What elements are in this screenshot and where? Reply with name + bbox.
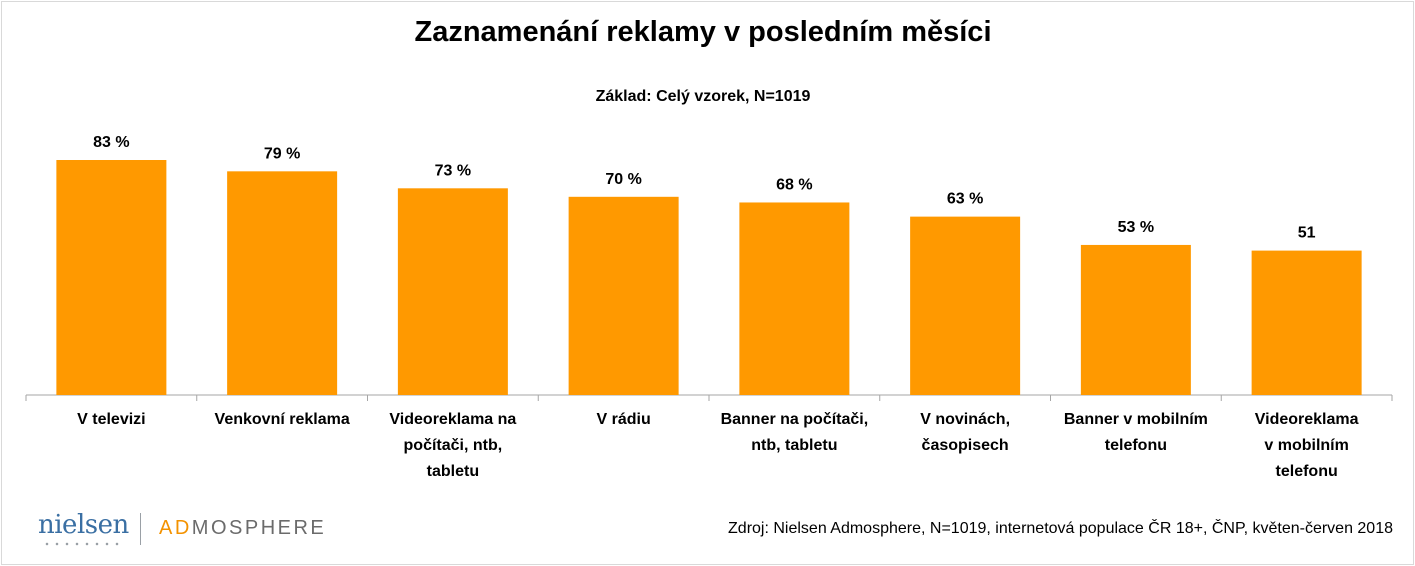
category-label-line: telefonu bbox=[1275, 463, 1338, 480]
category-label-line: počítači, ntb, bbox=[403, 437, 503, 454]
bar bbox=[568, 196, 679, 395]
data-label: 70 % bbox=[605, 171, 641, 188]
source-note: Zdroj: Nielsen Admosphere, N=1019, inter… bbox=[728, 520, 1393, 537]
admosphere-logo: ADMOSPHERE bbox=[159, 517, 326, 540]
bar bbox=[1080, 244, 1191, 395]
category-label: Videoreklama v mobilním telefonu bbox=[1221, 407, 1392, 485]
category-label-line: Banner na počítači, bbox=[720, 411, 869, 428]
admosphere-logo-ad: AD bbox=[159, 517, 192, 539]
category-label-line: Videoreklama na bbox=[389, 411, 517, 428]
category-label: Banner na počítači, ntb, tabletu bbox=[709, 407, 880, 459]
bar bbox=[739, 202, 850, 395]
chart-subtitle: Základ: Celý vzorek, N=1019 bbox=[595, 88, 811, 105]
category-label: Videoreklama na počítači, ntb, tabletu bbox=[368, 407, 539, 485]
data-label: 63 % bbox=[947, 191, 983, 208]
data-label: 79 % bbox=[264, 145, 300, 162]
bar bbox=[397, 188, 508, 395]
category-label-line: V televizi bbox=[77, 411, 146, 428]
category-label-line: Banner v mobilním bbox=[1063, 411, 1208, 428]
admosphere-logo-rest: MOSPHERE bbox=[191, 517, 327, 539]
nielsen-logo-dots bbox=[42, 542, 122, 546]
category-label-line: V rádiu bbox=[596, 411, 651, 428]
data-label: 83 % bbox=[93, 134, 129, 151]
logo-separator bbox=[140, 513, 141, 545]
data-label: 53 % bbox=[1118, 219, 1154, 236]
category-label: V novinách, časopisech bbox=[880, 407, 1051, 459]
category-label: V rádiu bbox=[538, 407, 709, 433]
category-label-line: V novinách, bbox=[920, 411, 1011, 428]
category-label-line: Videoreklama bbox=[1254, 411, 1359, 428]
bar bbox=[1251, 250, 1362, 395]
category-label: Venkovní reklama bbox=[197, 407, 368, 433]
data-label: 73 % bbox=[435, 162, 471, 179]
category-label-line: ntb, tabletu bbox=[751, 437, 838, 454]
bar bbox=[910, 216, 1021, 395]
category-label-line: časopisech bbox=[921, 437, 1009, 454]
category-label: Banner v mobilním telefonu bbox=[1051, 407, 1222, 459]
category-label-line: telefonu bbox=[1104, 437, 1167, 454]
data-label: 51 bbox=[1298, 225, 1316, 242]
category-label-line: v mobilním bbox=[1264, 437, 1349, 454]
category-label: V televizi bbox=[26, 407, 197, 433]
bar bbox=[227, 171, 338, 395]
chart-title: Zaznamenání reklamy v posledním měsíci bbox=[414, 16, 992, 48]
category-label-line: Venkovní reklama bbox=[214, 411, 350, 428]
category-label-line: tabletu bbox=[426, 463, 480, 480]
data-label: 68 % bbox=[776, 176, 812, 193]
nielsen-logo: nielsen bbox=[38, 510, 129, 540]
bar bbox=[56, 160, 167, 395]
